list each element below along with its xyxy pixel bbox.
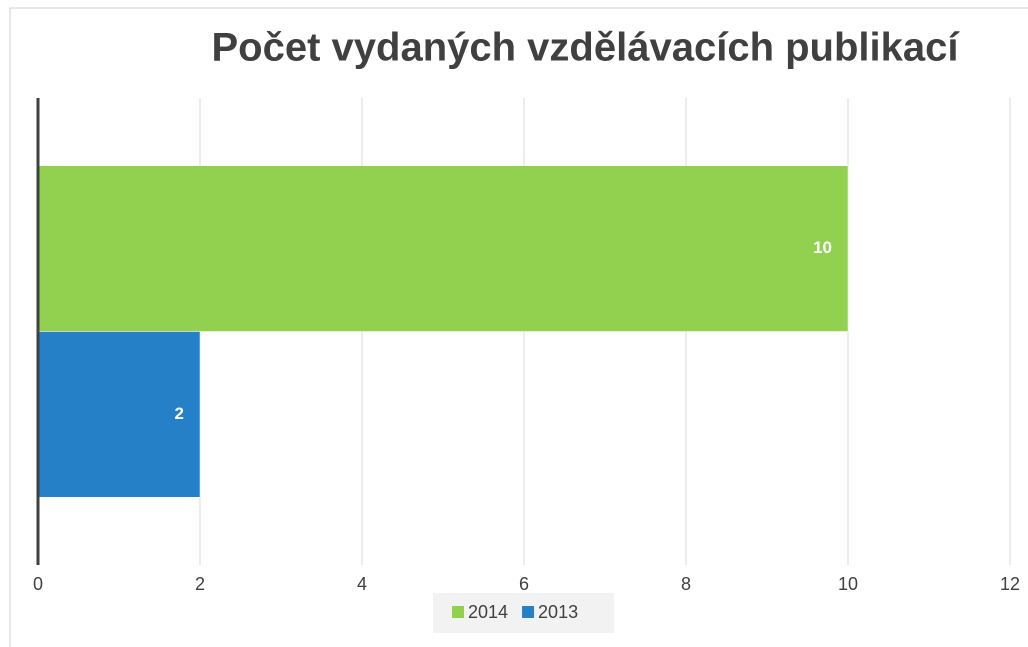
chart-title: Počet vydaných vzdělávacích publikací [212, 26, 961, 70]
x-tick-label: 0 [33, 574, 43, 594]
data-label: 2 [175, 404, 184, 423]
legend-swatch [522, 606, 535, 618]
legend-label: 2014 [468, 602, 508, 622]
legend-swatch [452, 606, 464, 618]
x-tick-label: 12 [1000, 574, 1020, 594]
x-tick-label: 4 [357, 574, 367, 594]
legend-label: 2013 [538, 602, 578, 622]
bar [37, 165, 849, 332]
x-tick-label: 2 [195, 574, 205, 594]
x-tick-label: 8 [681, 574, 691, 594]
bar [37, 331, 201, 498]
x-tick-label: 6 [519, 574, 529, 594]
x-tick-label: 10 [838, 574, 858, 594]
data-label: 10 [813, 238, 832, 257]
